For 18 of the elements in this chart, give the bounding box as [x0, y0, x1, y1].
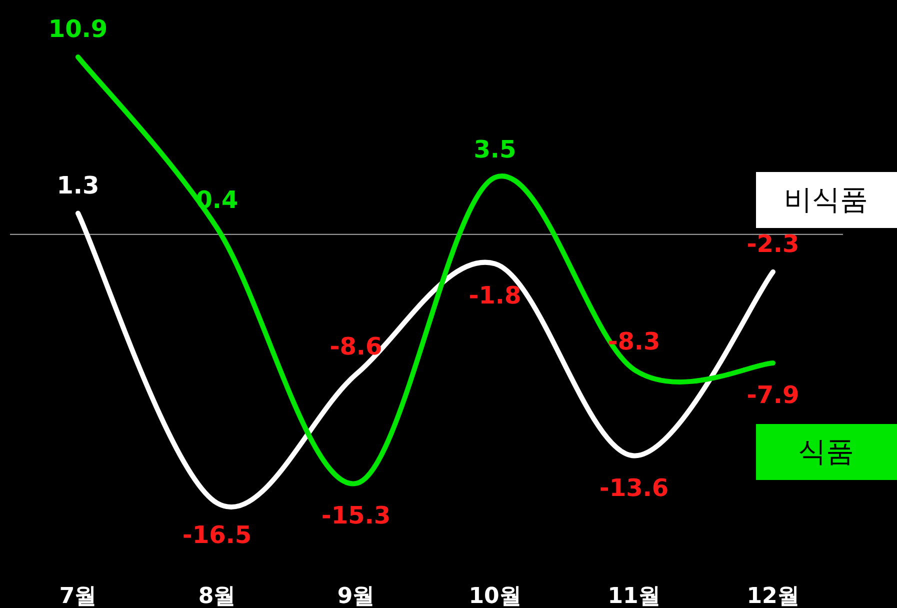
data-label: -15.3	[321, 501, 391, 530]
data-label: -2.3	[746, 230, 800, 258]
data-label: 1.3	[56, 171, 100, 200]
x-tick-label: 9월	[337, 584, 375, 608]
data-label: 10.9	[48, 15, 108, 43]
data-label: -1.8	[468, 282, 522, 310]
data-label: -16.5	[182, 521, 252, 549]
x-tick-label: 12월	[746, 584, 800, 608]
data-label: -8.6	[330, 332, 382, 360]
data-label: -7.9	[746, 381, 800, 410]
x-tick-label: 7월	[59, 584, 97, 608]
text: 비식품	[784, 183, 868, 216]
data-label: 3.5	[474, 135, 516, 164]
x-tick-label: 11월	[608, 584, 660, 608]
x-tick-label: 8월	[198, 584, 236, 608]
data-label: -13.6	[599, 474, 669, 502]
x-tick-label: 10월	[468, 584, 522, 608]
text: 식품	[798, 435, 854, 468]
